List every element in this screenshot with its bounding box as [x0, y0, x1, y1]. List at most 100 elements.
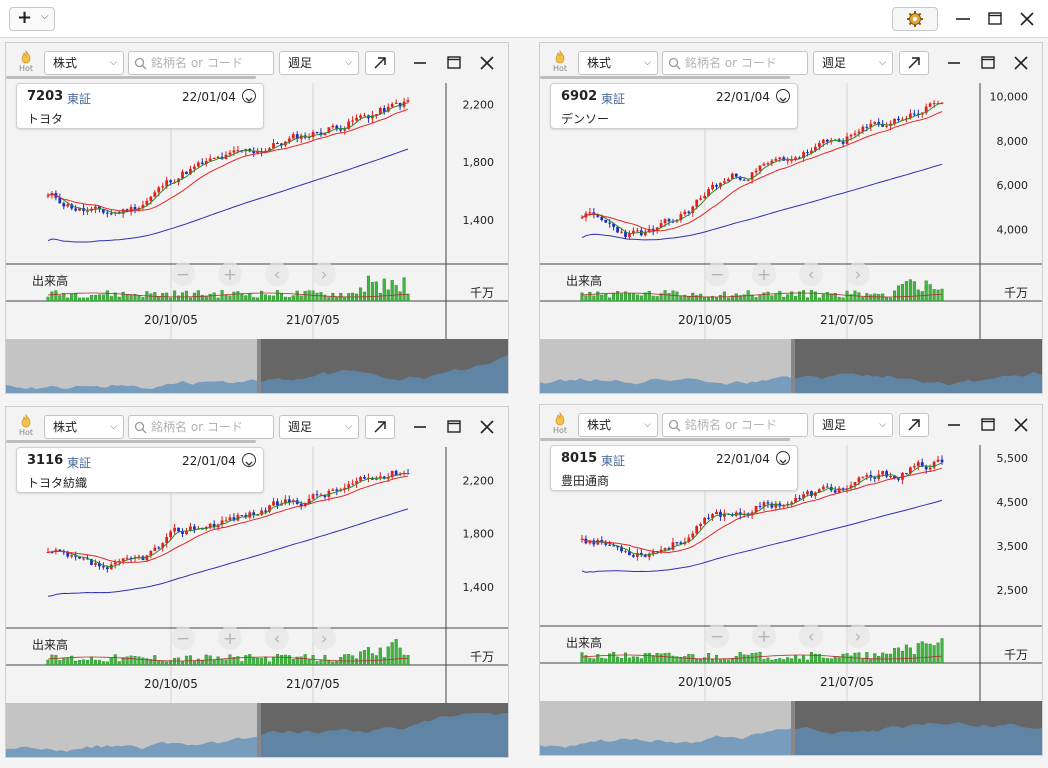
- open-external-button[interactable]: [899, 51, 929, 75]
- hot-button[interactable]: Hot: [14, 50, 38, 78]
- volume-bar: [46, 296, 50, 302]
- hot-button[interactable]: Hot: [548, 50, 572, 78]
- volume-bar: [335, 296, 339, 302]
- candle-body: [212, 158, 216, 160]
- stock-info-card[interactable]: 3116 東証 22/01/04 トヨタ紡織: [16, 447, 264, 493]
- chevron-down-circle-icon[interactable]: [776, 89, 790, 103]
- hot-button[interactable]: Hot: [548, 412, 572, 440]
- close-icon[interactable]: [1016, 8, 1038, 30]
- volume-bar: [885, 653, 889, 664]
- scroll-right-icon[interactable]: ›: [855, 265, 862, 285]
- stock-info-card[interactable]: 8015 東証 22/01/04 豊田通商: [550, 445, 798, 491]
- candle-body: [865, 475, 869, 477]
- period-select[interactable]: 週足 ⌵: [279, 415, 359, 439]
- candle-body: [869, 123, 873, 128]
- candle-body: [276, 143, 279, 145]
- scroll-right-icon[interactable]: ›: [321, 629, 328, 649]
- panel-maximize-icon[interactable]: [978, 53, 998, 73]
- candle-body: [351, 120, 355, 122]
- candle-body: [394, 470, 398, 476]
- volume-bar: [912, 281, 916, 302]
- zoom-out-icon[interactable]: −: [176, 265, 190, 285]
- open-external-button[interactable]: [899, 413, 929, 437]
- candle-body: [121, 209, 125, 214]
- volume-bar: [924, 643, 928, 664]
- panel-close-icon[interactable]: [1011, 415, 1031, 435]
- zoom-out-icon[interactable]: −: [176, 629, 190, 649]
- candle-body: [378, 476, 382, 478]
- type-select[interactable]: 株式 ⌵: [44, 415, 124, 439]
- scroll-right-icon[interactable]: ›: [855, 627, 862, 647]
- navigator-strip[interactable]: [540, 339, 1043, 394]
- toolbar-scrollbar[interactable]: [540, 438, 790, 441]
- panel-minimize-icon[interactable]: [944, 53, 964, 73]
- toolbar-scrollbar[interactable]: [540, 76, 790, 79]
- period-select[interactable]: 週足 ⌵: [813, 51, 893, 75]
- volume-bar: [869, 658, 873, 664]
- maximize-icon[interactable]: [984, 8, 1006, 30]
- period-select[interactable]: 週足 ⌵: [813, 413, 893, 437]
- settings-button[interactable]: [892, 7, 938, 31]
- stock-info-card[interactable]: 6902 東証 22/01/04 デンソー: [550, 83, 798, 129]
- search-placeholder: 銘柄名 or コード: [151, 420, 243, 434]
- chevron-down-circle-icon[interactable]: [242, 453, 256, 467]
- panel-close-icon[interactable]: [477, 53, 497, 73]
- open-external-button[interactable]: [365, 415, 395, 439]
- panel-maximize-icon[interactable]: [444, 53, 464, 73]
- stock-info-card[interactable]: 7203 東証 22/01/04 トヨタ: [16, 83, 264, 129]
- zoom-out-icon[interactable]: −: [710, 265, 724, 285]
- panel-minimize-icon[interactable]: [410, 417, 430, 437]
- navigator-strip[interactable]: [6, 339, 509, 394]
- type-select[interactable]: 株式 ⌵: [578, 51, 658, 75]
- volume-bar: [904, 644, 908, 664]
- volume-bar: [881, 652, 885, 664]
- candle-body: [825, 486, 829, 488]
- volume-bar: [742, 294, 746, 302]
- candle-body: [841, 488, 845, 490]
- toolbar-scrollbar[interactable]: [6, 76, 256, 79]
- add-panel-button[interactable]: + ⌵: [9, 7, 55, 31]
- navigator-strip[interactable]: [540, 701, 1043, 756]
- volume-bar: [885, 297, 889, 302]
- volume-bar: [335, 661, 339, 666]
- scroll-left-icon[interactable]: ‹: [808, 627, 815, 647]
- candle-body: [592, 540, 596, 545]
- search-input[interactable]: 銘柄名 or コード: [128, 51, 274, 75]
- type-select[interactable]: 株式 ⌵: [44, 51, 124, 75]
- minimize-icon[interactable]: [952, 8, 974, 30]
- scroll-left-icon[interactable]: ‹: [274, 629, 281, 649]
- panel-close-icon[interactable]: [1011, 53, 1031, 73]
- volume-bar: [750, 294, 754, 302]
- scroll-left-icon[interactable]: ‹: [808, 265, 815, 285]
- panel-maximize-icon[interactable]: [978, 415, 998, 435]
- type-select[interactable]: 株式 ⌵: [578, 413, 658, 437]
- hot-button[interactable]: Hot: [14, 414, 38, 442]
- scroll-left-icon[interactable]: ‹: [274, 265, 281, 285]
- scroll-right-icon[interactable]: ›: [321, 265, 328, 285]
- toolbar-scrollbar[interactable]: [6, 440, 256, 443]
- chevron-down-circle-icon[interactable]: [242, 89, 256, 103]
- zoom-in-icon[interactable]: +: [757, 627, 771, 647]
- zoom-in-icon[interactable]: +: [757, 265, 771, 285]
- period-select[interactable]: 週足 ⌵: [279, 51, 359, 75]
- candle-body: [908, 467, 912, 474]
- zoom-out-icon[interactable]: −: [710, 627, 724, 647]
- search-input[interactable]: 銘柄名 or コード: [128, 415, 274, 439]
- panel-minimize-icon[interactable]: [410, 53, 430, 73]
- open-external-button[interactable]: [365, 51, 395, 75]
- panel-close-icon[interactable]: [477, 417, 497, 437]
- navigator-strip[interactable]: [6, 703, 509, 758]
- volume-bar: [406, 654, 410, 666]
- panel-maximize-icon[interactable]: [444, 417, 464, 437]
- chevron-down-circle-icon[interactable]: [776, 451, 790, 465]
- volume-bar: [600, 657, 604, 664]
- panel-minimize-icon[interactable]: [944, 415, 964, 435]
- search-input[interactable]: 銘柄名 or コード: [662, 51, 808, 75]
- search-input[interactable]: 銘柄名 or コード: [662, 413, 808, 437]
- zoom-in-icon[interactable]: +: [223, 629, 237, 649]
- zoom-in-icon[interactable]: +: [223, 265, 237, 285]
